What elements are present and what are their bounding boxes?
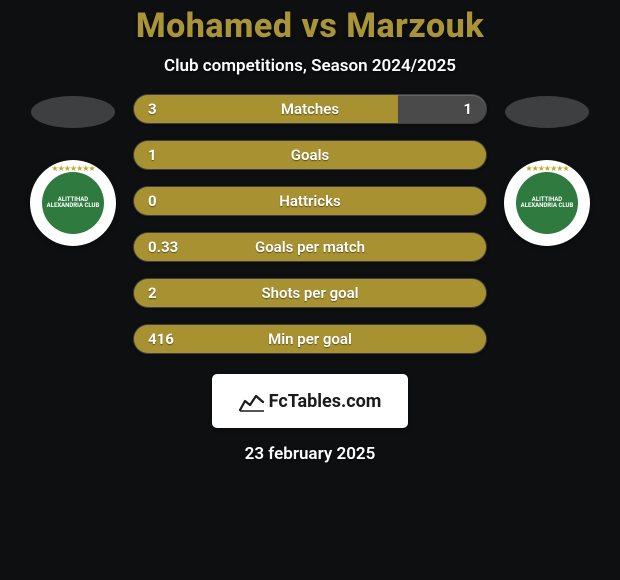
player-right-club-text: ALITTIHAD ALEXANDRIA CLUB	[516, 197, 578, 210]
player-left-column: ★★★★★★★ ALITTIHAD ALEXANDRIA CLUB	[13, 94, 133, 246]
comparison-bars: 3Matches11Goals0Hattricks0.33Goals per m…	[133, 94, 487, 370]
stat-row: 416Min per goal	[133, 324, 487, 354]
player-left-club-text: ALITTIHAD ALEXANDRIA CLUB	[42, 197, 104, 210]
footer-date: 23 february 2025	[245, 444, 376, 464]
stat-row: 2Shots per goal	[133, 278, 487, 308]
stat-row: 0.33Goals per match	[133, 232, 487, 262]
stat-label: Min per goal	[134, 325, 486, 353]
page-title: Mohamed vs Marzouk	[136, 6, 484, 46]
player-right-club-badge: ★★★★★★★ ALITTIHAD ALEXANDRIA CLUB	[504, 160, 590, 246]
fctables-logo-icon	[239, 390, 265, 412]
player-right-column: ★★★★★★★ ALITTIHAD ALEXANDRIA CLUB	[487, 94, 607, 246]
branding-box: FcTables.com	[212, 374, 408, 428]
player-right-ellipse	[505, 96, 589, 128]
player-left-club-badge: ★★★★★★★ ALITTIHAD ALEXANDRIA CLUB	[30, 160, 116, 246]
stat-label: Matches	[134, 95, 486, 123]
comparison-section: ★★★★★★★ ALITTIHAD ALEXANDRIA CLUB 3Match…	[0, 94, 620, 370]
stat-row: 1Goals	[133, 140, 487, 170]
player-right-club-inner: ALITTIHAD ALEXANDRIA CLUB	[516, 172, 578, 234]
stat-label: Shots per goal	[134, 279, 486, 307]
stat-label: Goals per match	[134, 233, 486, 261]
stat-right-value: 1	[463, 95, 472, 123]
stat-label: Hattricks	[134, 187, 486, 215]
stat-row: 0Hattricks	[133, 186, 487, 216]
stat-label: Goals	[134, 141, 486, 169]
branding-text: FcTables.com	[269, 391, 382, 412]
player-left-club-inner: ALITTIHAD ALEXANDRIA CLUB	[42, 172, 104, 234]
content-root: Mohamed vs Marzouk Club competitions, Se…	[0, 0, 620, 580]
subtitle: Club competitions, Season 2024/2025	[164, 56, 456, 76]
player-left-ellipse	[31, 96, 115, 128]
stat-row: 3Matches1	[133, 94, 487, 124]
